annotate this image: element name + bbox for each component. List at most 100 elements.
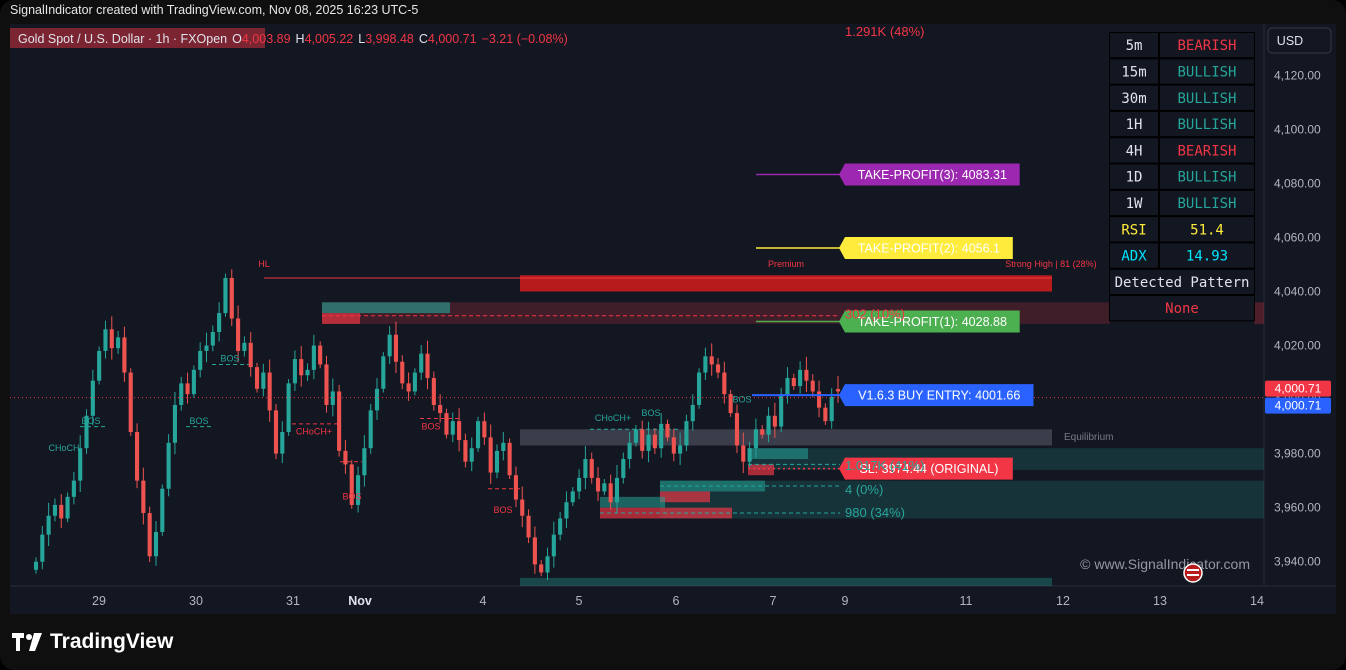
candle-body xyxy=(343,450,348,465)
candle-body xyxy=(46,515,51,535)
candle-body xyxy=(583,459,588,478)
mtf-signal-cell xyxy=(1160,243,1254,268)
ohlc-close-label: C xyxy=(419,32,428,46)
candle-body xyxy=(785,377,790,395)
mtf-timeframe: 4H xyxy=(1126,143,1143,159)
annotation-12: CHoCH xyxy=(48,443,79,453)
candle-body xyxy=(242,342,247,351)
annotation-3: Equilibrium xyxy=(1064,432,1113,443)
y-tick-label: 4,100.00 xyxy=(1274,122,1321,136)
candle-body xyxy=(381,356,386,389)
candle-body xyxy=(539,564,544,573)
ohlc-change: −3.21 (−0.08%) xyxy=(482,32,568,46)
annotation-0: HL xyxy=(258,259,270,269)
flag-icon-stripe xyxy=(1187,574,1199,576)
trade-label-0: TAKE-PROFIT(3): 4083.31 xyxy=(858,168,1007,182)
candle-body xyxy=(210,332,215,346)
candle-body xyxy=(608,483,613,503)
candle-body xyxy=(337,391,342,451)
x-tick-label: 12 xyxy=(1056,594,1070,608)
trade-label-bg-1 xyxy=(839,236,1013,259)
candle-body xyxy=(248,342,253,368)
zone-7 xyxy=(748,448,808,460)
candle-body xyxy=(40,534,45,562)
price-badge-0: 4,000.71 xyxy=(1275,382,1322,396)
candle-body xyxy=(646,434,651,451)
candle-body xyxy=(229,277,234,319)
tradingview-brand: TradingView xyxy=(50,630,174,653)
mtf-tf-cell xyxy=(1110,33,1158,58)
zone-12 xyxy=(600,496,665,508)
zone-3 xyxy=(322,302,450,314)
flag-icon xyxy=(1183,563,1203,583)
candle-body xyxy=(772,415,777,427)
candle-body xyxy=(570,491,575,503)
candle-body xyxy=(602,483,607,492)
mtf-signal: BULLISH xyxy=(1177,64,1236,80)
pattern-header: Detected Pattern xyxy=(1115,275,1250,291)
candle-body xyxy=(425,353,430,378)
candle-body xyxy=(286,383,291,432)
candle-body xyxy=(65,496,70,519)
trade-label-bg-2 xyxy=(839,310,1020,333)
x-tick-label: 4 xyxy=(480,594,487,608)
mtf-timeframe: 15m xyxy=(1121,64,1146,80)
mtf-timeframe: 5m xyxy=(1126,38,1143,54)
tradingview-logo[interactable]: TradingView xyxy=(12,630,173,654)
mtf-timeframe: 30m xyxy=(1121,91,1146,107)
price-badge-bg-0 xyxy=(1265,380,1331,397)
candle-body xyxy=(703,356,708,373)
y-tick-label: 3,960.00 xyxy=(1274,501,1321,515)
mtf-signal-cell xyxy=(1160,190,1254,216)
candle-body xyxy=(444,413,449,435)
y-tick-label: 4,020.00 xyxy=(1274,339,1321,353)
trade-label-bg-4 xyxy=(839,457,1013,480)
symbol-line-bg xyxy=(10,28,265,48)
candle-body xyxy=(349,464,354,505)
candle-body xyxy=(457,421,462,441)
x-tick-label: 30 xyxy=(189,594,203,608)
candle-body xyxy=(59,504,64,519)
x-tick-label: 9 xyxy=(842,594,849,608)
candle-body xyxy=(627,442,632,460)
candle-body xyxy=(236,318,241,351)
y-tick-label: 3,980.00 xyxy=(1274,447,1321,461)
candle-body xyxy=(198,350,203,370)
candle-body xyxy=(71,480,76,497)
currency-box xyxy=(1267,27,1332,54)
candle-body xyxy=(191,369,196,395)
mtf-signal-cell xyxy=(1160,138,1254,163)
candle-body xyxy=(747,448,752,462)
candle-body xyxy=(614,477,620,503)
candle-body xyxy=(78,448,83,481)
time-scale xyxy=(10,586,1336,614)
pattern-value: None xyxy=(1165,301,1199,317)
trade-label-2: TAKE-PROFIT(1): 4028.88 xyxy=(858,315,1007,329)
zone-5 xyxy=(520,429,1052,446)
candle-body xyxy=(766,415,771,435)
candle-body xyxy=(678,445,683,454)
candle-body xyxy=(412,372,417,392)
candle-body xyxy=(400,361,405,384)
annotation-5: 302 (10%) xyxy=(845,307,905,322)
candle-body xyxy=(52,504,57,516)
candle-body xyxy=(254,367,260,389)
annotation-7: 4 (0%) xyxy=(845,482,883,497)
price-chart[interactable]: TAKE-PROFIT(3): 4083.31 TAKE-PROFIT(2): 4… xyxy=(0,0,1346,630)
candle-body xyxy=(709,356,714,365)
mtf-signal-cell xyxy=(1160,59,1254,84)
x-tick-label: Nov xyxy=(348,594,372,608)
x-tick-label: 13 xyxy=(1153,594,1167,608)
mtf-signal-cell xyxy=(1160,111,1254,137)
annotation-17: BOS xyxy=(421,421,440,431)
mtf-signal-cell xyxy=(1160,217,1254,242)
candle-body xyxy=(103,329,108,351)
candle-body xyxy=(817,391,822,408)
zone-1 xyxy=(520,275,1052,292)
zone-edge xyxy=(1254,302,1264,324)
candle-body xyxy=(438,404,443,414)
annotation-19: BOS xyxy=(493,505,512,515)
mtf-timeframe: 1W xyxy=(1126,196,1143,212)
candle-body xyxy=(545,556,550,573)
zone-8 xyxy=(748,464,774,476)
